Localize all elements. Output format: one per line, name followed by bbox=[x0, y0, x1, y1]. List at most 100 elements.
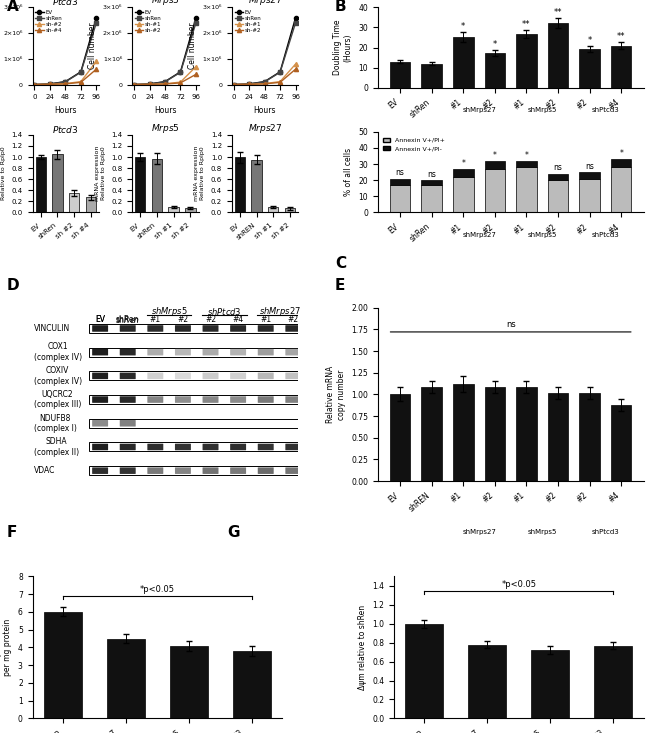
FancyBboxPatch shape bbox=[148, 397, 163, 403]
FancyBboxPatch shape bbox=[175, 349, 191, 356]
Text: $\it{shMrps27}$: $\it{shMrps27}$ bbox=[259, 306, 300, 319]
Bar bbox=[453, 177, 474, 213]
FancyBboxPatch shape bbox=[175, 397, 191, 403]
FancyBboxPatch shape bbox=[285, 325, 302, 332]
Line: EV: EV bbox=[231, 15, 298, 86]
sh2 bbox=[229, 80, 237, 89]
Bar bbox=[453, 37, 474, 88]
Bar bbox=[268, 207, 278, 213]
Bar bbox=[89, 419, 304, 428]
Bar bbox=[516, 388, 537, 481]
Bar bbox=[485, 161, 505, 169]
FancyBboxPatch shape bbox=[230, 468, 246, 474]
X-axis label: Hours: Hours bbox=[154, 106, 177, 115]
Text: shPtcd3: shPtcd3 bbox=[592, 232, 619, 237]
Line: sh1: sh1 bbox=[231, 62, 298, 86]
Bar bbox=[548, 23, 568, 88]
Bar bbox=[135, 157, 146, 213]
shRen bbox=[292, 18, 300, 27]
Bar bbox=[421, 388, 442, 481]
FancyBboxPatch shape bbox=[175, 325, 191, 332]
shRen bbox=[62, 78, 70, 86]
Text: #2: #2 bbox=[288, 315, 299, 324]
FancyBboxPatch shape bbox=[258, 325, 274, 332]
Text: C: C bbox=[335, 256, 346, 270]
Text: E: E bbox=[335, 278, 345, 292]
Bar bbox=[233, 651, 270, 718]
shRen bbox=[276, 68, 284, 77]
FancyBboxPatch shape bbox=[120, 349, 136, 356]
Bar bbox=[579, 179, 600, 213]
Text: ns: ns bbox=[506, 320, 515, 329]
Bar bbox=[516, 167, 537, 213]
FancyBboxPatch shape bbox=[92, 349, 108, 356]
Bar bbox=[453, 169, 474, 177]
Bar bbox=[89, 372, 304, 380]
shRen bbox=[130, 80, 138, 89]
shRen bbox=[46, 80, 54, 89]
FancyBboxPatch shape bbox=[203, 372, 218, 379]
Bar bbox=[532, 650, 569, 718]
Y-axis label: Doubling Time
(Hours): Doubling Time (Hours) bbox=[333, 20, 353, 75]
EV bbox=[177, 67, 185, 76]
FancyBboxPatch shape bbox=[258, 443, 274, 450]
Text: #2: #2 bbox=[177, 315, 188, 324]
Line: sh2: sh2 bbox=[32, 59, 98, 86]
sh1 bbox=[177, 78, 185, 86]
Bar bbox=[168, 207, 179, 213]
sh2 bbox=[146, 80, 153, 89]
Bar bbox=[86, 197, 96, 213]
EV bbox=[276, 67, 284, 76]
FancyBboxPatch shape bbox=[203, 468, 218, 474]
sh4 bbox=[92, 65, 100, 73]
Y-axis label: Relative mRNA
copy number: Relative mRNA copy number bbox=[326, 366, 346, 423]
EV bbox=[261, 77, 268, 86]
EV bbox=[92, 13, 100, 22]
sh1 bbox=[146, 80, 153, 89]
shRen bbox=[31, 80, 38, 89]
Bar bbox=[516, 34, 537, 88]
Bar bbox=[548, 393, 568, 481]
FancyBboxPatch shape bbox=[92, 468, 108, 474]
Bar bbox=[548, 180, 568, 213]
sh4 bbox=[77, 78, 85, 86]
Text: A: A bbox=[6, 0, 18, 14]
Bar bbox=[421, 180, 442, 185]
FancyBboxPatch shape bbox=[148, 325, 163, 332]
EV bbox=[229, 80, 237, 89]
Bar bbox=[390, 394, 410, 481]
FancyBboxPatch shape bbox=[285, 397, 302, 403]
Legend: EV, shRen, sh-#1, sh-#2: EV, shRen, sh-#1, sh-#2 bbox=[235, 10, 261, 34]
Title: $\it{Mrps5}$: $\it{Mrps5}$ bbox=[151, 122, 180, 135]
Text: **: ** bbox=[522, 21, 530, 29]
Text: $\it{shMrps5}$: $\it{shMrps5}$ bbox=[151, 306, 187, 319]
EV bbox=[46, 79, 54, 88]
Text: SDHA
(complex II): SDHA (complex II) bbox=[34, 438, 79, 457]
X-axis label: Hours: Hours bbox=[55, 106, 77, 115]
FancyBboxPatch shape bbox=[148, 468, 163, 474]
Line: sh4: sh4 bbox=[32, 67, 98, 86]
FancyBboxPatch shape bbox=[230, 397, 246, 403]
Text: sh$\it{Ren}$: sh$\it{Ren}$ bbox=[115, 314, 140, 325]
Bar bbox=[89, 466, 304, 475]
sh1 bbox=[276, 77, 284, 86]
FancyBboxPatch shape bbox=[285, 443, 302, 450]
FancyBboxPatch shape bbox=[285, 349, 302, 356]
Y-axis label: mRNA expression
Relative to Rplp0: mRNA expression Relative to Rplp0 bbox=[0, 146, 6, 202]
Line: EV: EV bbox=[132, 15, 198, 86]
Text: NDUFB8
(complex I): NDUFB8 (complex I) bbox=[34, 413, 77, 433]
FancyBboxPatch shape bbox=[175, 468, 191, 474]
Bar bbox=[107, 638, 144, 718]
Title: $\it{Ptcd3}$: $\it{Ptcd3}$ bbox=[53, 124, 79, 135]
EV bbox=[62, 77, 70, 86]
Bar bbox=[485, 169, 505, 213]
FancyBboxPatch shape bbox=[120, 443, 136, 450]
Bar bbox=[390, 185, 410, 213]
Text: VINCULIN: VINCULIN bbox=[34, 324, 70, 333]
shRen bbox=[245, 80, 253, 89]
shRen bbox=[261, 78, 268, 86]
Text: shMrps27: shMrps27 bbox=[462, 232, 496, 237]
Text: *: * bbox=[493, 150, 497, 160]
Legend: EV, shRen, sh-#1, sh-#2: EV, shRen, sh-#1, sh-#2 bbox=[135, 10, 162, 34]
sh2 bbox=[31, 80, 38, 89]
